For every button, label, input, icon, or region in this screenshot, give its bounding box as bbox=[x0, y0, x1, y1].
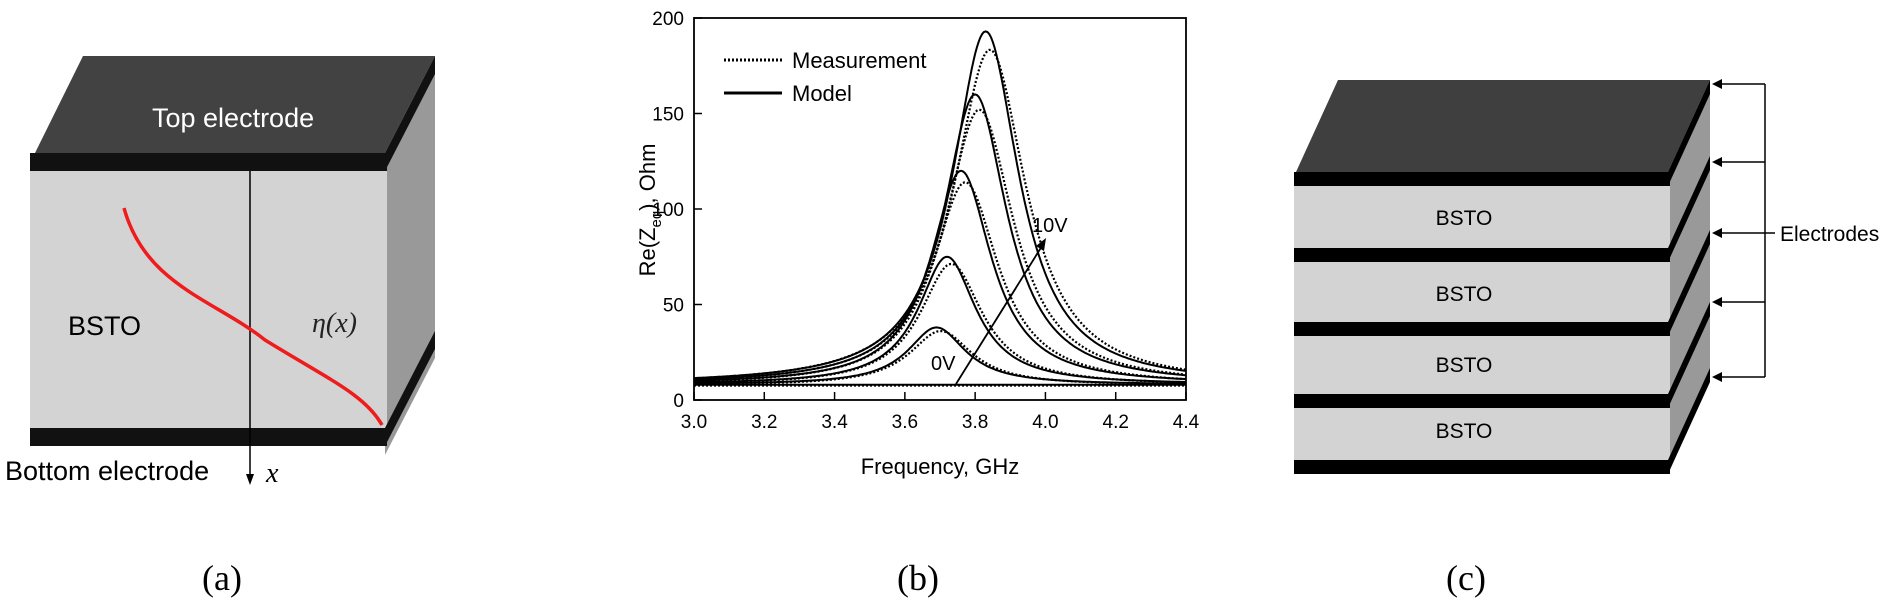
y-axis-title: Re(Zeq), Ohm bbox=[635, 144, 665, 277]
electrode-arrowhead-1 bbox=[1712, 79, 1722, 89]
eta-label: η(x) bbox=[312, 308, 357, 339]
electrode-arrowhead-5 bbox=[1712, 372, 1722, 382]
y-tick-label: 150 bbox=[652, 105, 684, 126]
x-tick-label: 3.4 bbox=[821, 412, 848, 433]
annotation-0v: 0V bbox=[931, 353, 956, 375]
electrode-pointers bbox=[1720, 83, 1775, 378]
y-axis-title-suffix: ), Ohm bbox=[635, 144, 660, 211]
x-axis-arrowhead bbox=[246, 474, 254, 485]
voltage-arrow-line bbox=[955, 245, 1043, 385]
electrode-side-4 bbox=[1668, 302, 1710, 408]
electrode-1 bbox=[1294, 172, 1670, 186]
electrode-3 bbox=[1294, 322, 1670, 336]
electrode-arrowhead-4 bbox=[1712, 297, 1722, 307]
bsto-label: BSTO bbox=[68, 311, 141, 341]
bsto-label-3: BSTO bbox=[1436, 354, 1493, 377]
x-tick-label: 3.0 bbox=[681, 412, 707, 433]
top-electrode-face bbox=[35, 56, 435, 153]
bsto-label-2: BSTO bbox=[1436, 283, 1493, 306]
electrode-5 bbox=[1294, 460, 1670, 474]
bsto-layer bbox=[30, 168, 387, 428]
electrode-side-2 bbox=[1668, 156, 1710, 262]
electrode-arrowhead-3 bbox=[1712, 228, 1722, 238]
bsto-layer-4 bbox=[1294, 408, 1670, 460]
x-tick-label: 4.0 bbox=[1032, 412, 1058, 433]
electrode-side-1 bbox=[1668, 80, 1710, 186]
legend: Measurement Model bbox=[724, 48, 927, 106]
caption-a: (a) bbox=[202, 558, 242, 598]
chart-ticks: 3.0 3.2 3.4 3.6 3.8 4.0 4.2 4.4 0 50 100 150 200 bbox=[652, 9, 1199, 433]
model-curve-6 bbox=[693, 30, 1187, 380]
bsto-label-1: BSTO bbox=[1436, 207, 1493, 230]
caption-b: (b) bbox=[897, 558, 939, 598]
bsto-label-4: BSTO bbox=[1436, 420, 1493, 443]
bsto-layer-3 bbox=[1294, 336, 1670, 394]
bsto-layer-1 bbox=[1294, 186, 1670, 248]
annotation-10v: 10V bbox=[1032, 215, 1068, 237]
y-tick-label: 200 bbox=[652, 9, 684, 30]
y-tick-label: 100 bbox=[652, 200, 684, 221]
x-axis-label: x bbox=[265, 458, 279, 489]
top-electrode-side bbox=[385, 56, 435, 171]
bottom-electrode-side bbox=[385, 331, 435, 446]
voltage-arrowhead bbox=[1036, 238, 1046, 251]
x-tick-label: 4.4 bbox=[1173, 412, 1200, 433]
top-electrode-strip bbox=[30, 153, 387, 171]
x-tick-label: 3.6 bbox=[892, 412, 918, 433]
bsto-layer-2 bbox=[1294, 262, 1670, 322]
x-tick-label: 3.8 bbox=[962, 412, 988, 433]
x-axis-title: Frequency, GHz bbox=[861, 454, 1020, 479]
electrode-arrowheads bbox=[1712, 79, 1722, 382]
electrode-side-3 bbox=[1668, 230, 1710, 336]
electrode-side-5 bbox=[1668, 368, 1710, 474]
bottom-electrode-label: Bottom electrode bbox=[5, 456, 209, 486]
electrode-4 bbox=[1294, 394, 1670, 408]
plot-frame bbox=[693, 17, 1187, 401]
electrode-arrowhead-2 bbox=[1712, 157, 1722, 167]
legend-measurement-label: Measurement bbox=[792, 48, 927, 73]
measurement-curve-5 bbox=[693, 108, 1187, 381]
panel-a: Top electrode BSTO η(x) Bottom electrode… bbox=[5, 56, 435, 598]
panel-c: BSTO BSTO BSTO BSTO Electrodes (c) bbox=[1294, 79, 1879, 598]
y-tick-label: 50 bbox=[663, 296, 684, 317]
legend-model-label: Model bbox=[792, 81, 852, 106]
stack-top-face bbox=[1296, 80, 1710, 172]
eta-curve bbox=[122, 207, 384, 426]
panel-b: 3.0 3.2 3.4 3.6 3.8 4.0 4.2 4.4 0 50 100 150 200 Mea… bbox=[635, 9, 1200, 598]
x-tick-label: 4.2 bbox=[1103, 412, 1129, 433]
electrode-2 bbox=[1294, 248, 1670, 262]
top-electrode-label: Top electrode bbox=[152, 103, 314, 133]
chart-series bbox=[693, 30, 1187, 387]
y-axis-title-main: Re(Z bbox=[635, 228, 660, 277]
bottom-electrode-strip bbox=[30, 428, 387, 446]
x-tick-label: 3.2 bbox=[751, 412, 777, 433]
y-tick-label: 0 bbox=[673, 391, 684, 412]
measurement-curve-2 bbox=[694, 330, 1186, 386]
electrodes-label: Electrodes bbox=[1780, 223, 1879, 246]
model-curve-3 bbox=[694, 255, 1186, 384]
y-axis-title-sub: eq bbox=[648, 211, 665, 228]
caption-c: (c) bbox=[1446, 558, 1486, 598]
